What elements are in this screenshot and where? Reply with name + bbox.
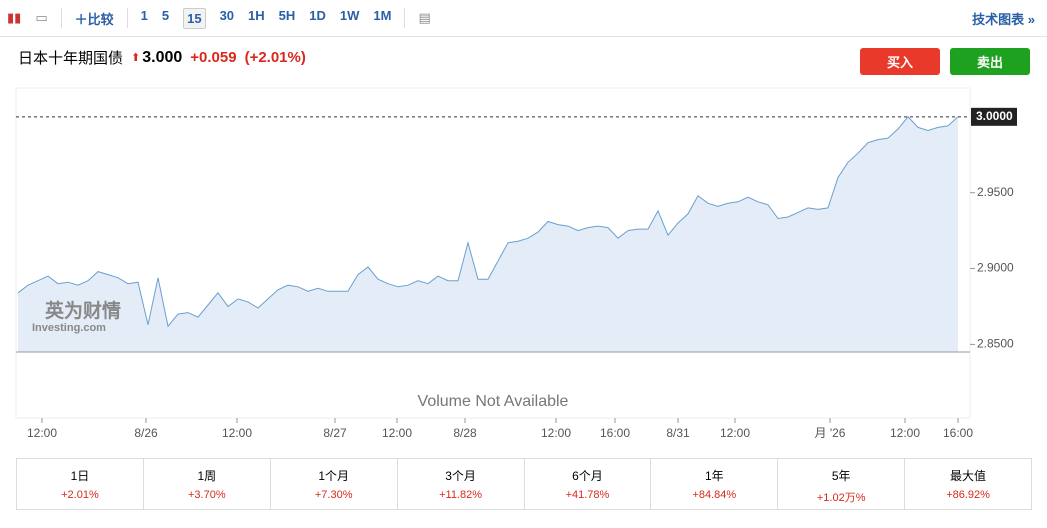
toolbar: ▮▮ ▭ ＋比较 1 5 15 30 1H 5H 1D 1W 1M ▤ 技术图表 » <box>0 0 1047 37</box>
chart: 2.8500 2.9000 2.9500 3.0000 12:00 8/26 12:00 8/… <box>15 87 1017 440</box>
performance-cell: 6个月 +41.78% <box>525 459 652 509</box>
period: 1年 <box>704 469 724 483</box>
interval-button[interactable]: 30 <box>219 7 235 23</box>
watermark-brand: 英为财情 <box>45 299 121 322</box>
last-price-label: 3.0000 <box>976 109 1013 123</box>
period-change: +7.30% <box>314 489 353 501</box>
last-price-box <box>971 107 1017 126</box>
y-tick-label: 2.9000 <box>977 261 1014 275</box>
header: 日本十年期国债 ⬆ 3.000 +0.059 (+2.01%) <box>18 47 306 68</box>
performance-cell: 3个月 +11.82% <box>398 459 525 509</box>
interval-button[interactable]: 1H <box>248 7 265 23</box>
title: 日本十年期国债 <box>18 50 124 67</box>
change: +0.059 <box>190 49 237 66</box>
period: 最大值 <box>950 469 987 483</box>
x-tick-label: 月 '26 <box>815 426 846 440</box>
interval-button[interactable]: 1 <box>140 7 148 23</box>
period: 5年 <box>831 469 851 483</box>
performance-cell: 1年 +84.84% <box>651 459 779 509</box>
up-arrow: ⬆ <box>131 52 141 64</box>
period: 1个月 <box>318 469 350 483</box>
x-tick-label: 8/28 <box>453 426 477 440</box>
compare-label: 比较 <box>87 11 114 27</box>
buy-button[interactable]: 买入 <box>860 48 940 75</box>
period-change: +41.78% <box>565 489 610 501</box>
x-tick-label: 16:00 <box>943 426 973 440</box>
period: 6个月 <box>572 469 603 483</box>
y-tick-label: 2.9500 <box>977 185 1014 199</box>
sell-button[interactable]: 卖出 <box>950 48 1030 75</box>
interval-button[interactable]: 5 <box>161 7 170 23</box>
performance-cell: 5年 +1.02万% <box>778 459 906 509</box>
interval-button[interactable]: 5H <box>278 7 296 23</box>
interval-button[interactable]: 1M <box>373 7 392 23</box>
period-change: +3.70% <box>188 489 226 501</box>
period-change: +2.01% <box>61 489 99 501</box>
period: 3个月 <box>445 469 476 483</box>
x-tick-label: 12:00 <box>222 426 252 440</box>
candle-icon[interactable]: ▮▮ <box>7 10 22 25</box>
period-change: +1.02万% <box>816 492 866 504</box>
area-icon[interactable]: ▭ <box>35 10 48 25</box>
price-line <box>17 116 959 328</box>
interval-button[interactable]: 1W <box>339 7 360 23</box>
performance-table: 1日 +2.01% 1周 +3.70% 1个月 +7.30% 3个月 +11.82% 6个月 +4… <box>16 458 1032 510</box>
period-change: +86.92% <box>946 489 990 501</box>
plot: 2.8500 2.9000 2.9500 3.0000 12:00 8/26 12:00 8/… <box>16 107 1017 440</box>
tech-chart-link[interactable]: 技术图表 » <box>972 11 1035 27</box>
change-pct: (+2.01%) <box>244 49 306 66</box>
x-tick-label: 12:00 <box>541 426 571 440</box>
plot-frame <box>15 87 971 419</box>
interval-button[interactable]: 15 <box>183 7 206 29</box>
compare-button[interactable]: ＋比较 <box>74 11 114 27</box>
performance-cell: 1个月 +7.30% <box>271 459 398 509</box>
interval-group: 1 5 15 30 1H 5H 1D 1W 1M <box>134 7 399 29</box>
interval-button[interactable]: 1D <box>309 7 326 23</box>
volume-note: Volume Not Available <box>418 393 569 410</box>
x-tick-label: 12:00 <box>890 426 920 440</box>
watermark-site: Investing.com <box>32 322 106 334</box>
area-fill <box>18 116 958 352</box>
period: 1周 <box>197 469 217 483</box>
x-tick-label: 12:00 <box>382 426 412 440</box>
x-tick-label: 8/26 <box>134 426 158 440</box>
period-change: +11.82% <box>439 489 483 501</box>
performance-cell: 1周 +3.70% <box>144 459 271 509</box>
period: 1日 <box>70 469 90 483</box>
x-tick-label: 16:00 <box>600 426 630 440</box>
performance-cell: 1日 +2.01% <box>17 459 144 509</box>
y-tick-label: 2.8500 <box>977 337 1014 351</box>
x-tick-label: 12:00 <box>27 426 57 440</box>
performance-cell: 最大值 +86.92% <box>905 459 1031 509</box>
price: 3.000 <box>142 48 183 66</box>
x-tick-label: 8/31 <box>666 426 690 440</box>
table-icon[interactable]: ▤ <box>418 10 431 25</box>
x-tick-label: 12:00 <box>720 426 750 440</box>
x-tick-label: 8/27 <box>323 426 347 440</box>
period-change: +84.84% <box>692 489 737 501</box>
